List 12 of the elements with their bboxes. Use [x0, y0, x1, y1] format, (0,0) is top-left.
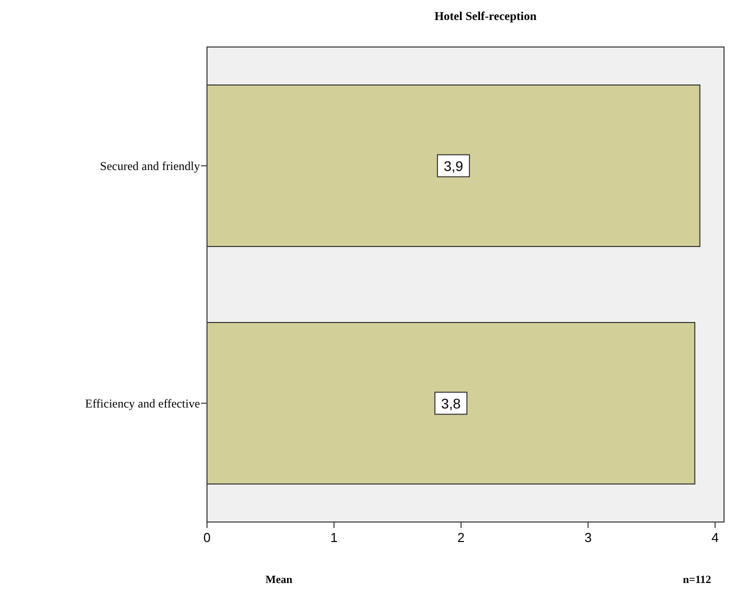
data-label: 3,8 [441, 395, 461, 412]
x-axis-title: Mean [266, 574, 292, 586]
x-tick-label: 1 [330, 530, 338, 545]
x-tick-label: 3 [584, 530, 592, 545]
x-tick-label: 4 [711, 530, 719, 545]
x-tick-label: 0 [203, 530, 211, 545]
data-label: 3,9 [444, 158, 464, 174]
chart-title: Hotel Self-reception [434, 9, 537, 23]
y-tick-label: Secured and friendly [100, 158, 200, 173]
text: n=112 [682, 574, 712, 586]
x-tick-label: 2 [457, 530, 465, 545]
y-tick-label: Efficiency and effective [85, 396, 200, 410]
